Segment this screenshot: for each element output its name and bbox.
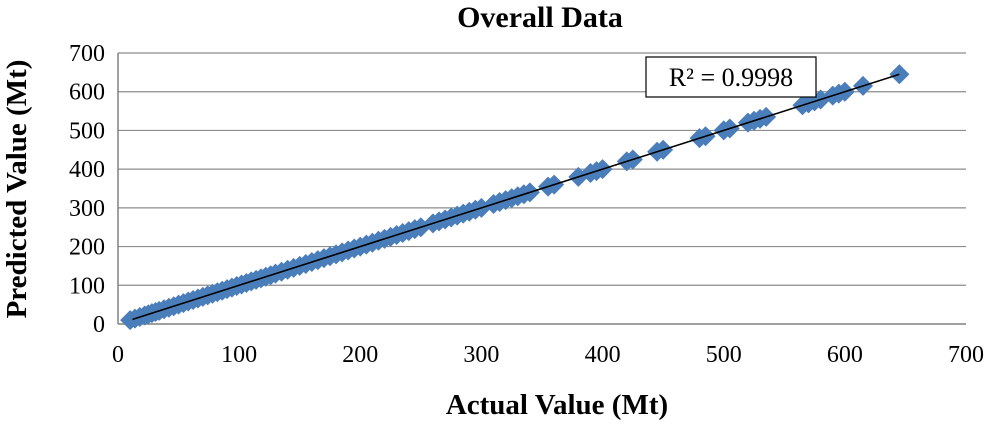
y-tick-label: 500 [69, 118, 105, 144]
y-tick-label: 100 [69, 273, 105, 299]
x-tick-label: 200 [342, 342, 378, 368]
r-squared-label: R² = 0.9998 [669, 63, 793, 92]
y-tick-label: 200 [69, 235, 105, 261]
axes [117, 53, 966, 325]
x-tick-label: 400 [585, 342, 621, 368]
y-tick-labels: 0 100 200 300 400 500 600 700 [69, 41, 105, 338]
x-tick-labels: 0 100 200 300 400 500 600 700 [112, 342, 984, 368]
grid-lines [118, 52, 966, 286]
y-tick-label: 300 [69, 196, 105, 222]
x-tick-label: 700 [948, 342, 984, 368]
x-axis-label: Actual Value (Mt) [446, 389, 668, 421]
x-tick-label: 500 [706, 342, 742, 368]
x-tick-label: 100 [221, 342, 257, 368]
chart-title: Overall Data [457, 1, 623, 34]
x-tick-label: 300 [463, 342, 499, 368]
y-tick-label: 600 [69, 80, 105, 106]
y-tick-label: 0 [93, 312, 105, 338]
r-squared-box: R² = 0.9998 [645, 56, 817, 98]
trendline [132, 73, 900, 321]
x-tick-label: 600 [827, 342, 863, 368]
r-squared-box-frame [645, 56, 817, 98]
x-tick-label: 0 [112, 342, 124, 368]
y-tick-label: 700 [69, 41, 105, 67]
y-tick-label: 400 [69, 157, 105, 183]
y-axis-label: Predicted Value (Mt) [1, 60, 33, 319]
